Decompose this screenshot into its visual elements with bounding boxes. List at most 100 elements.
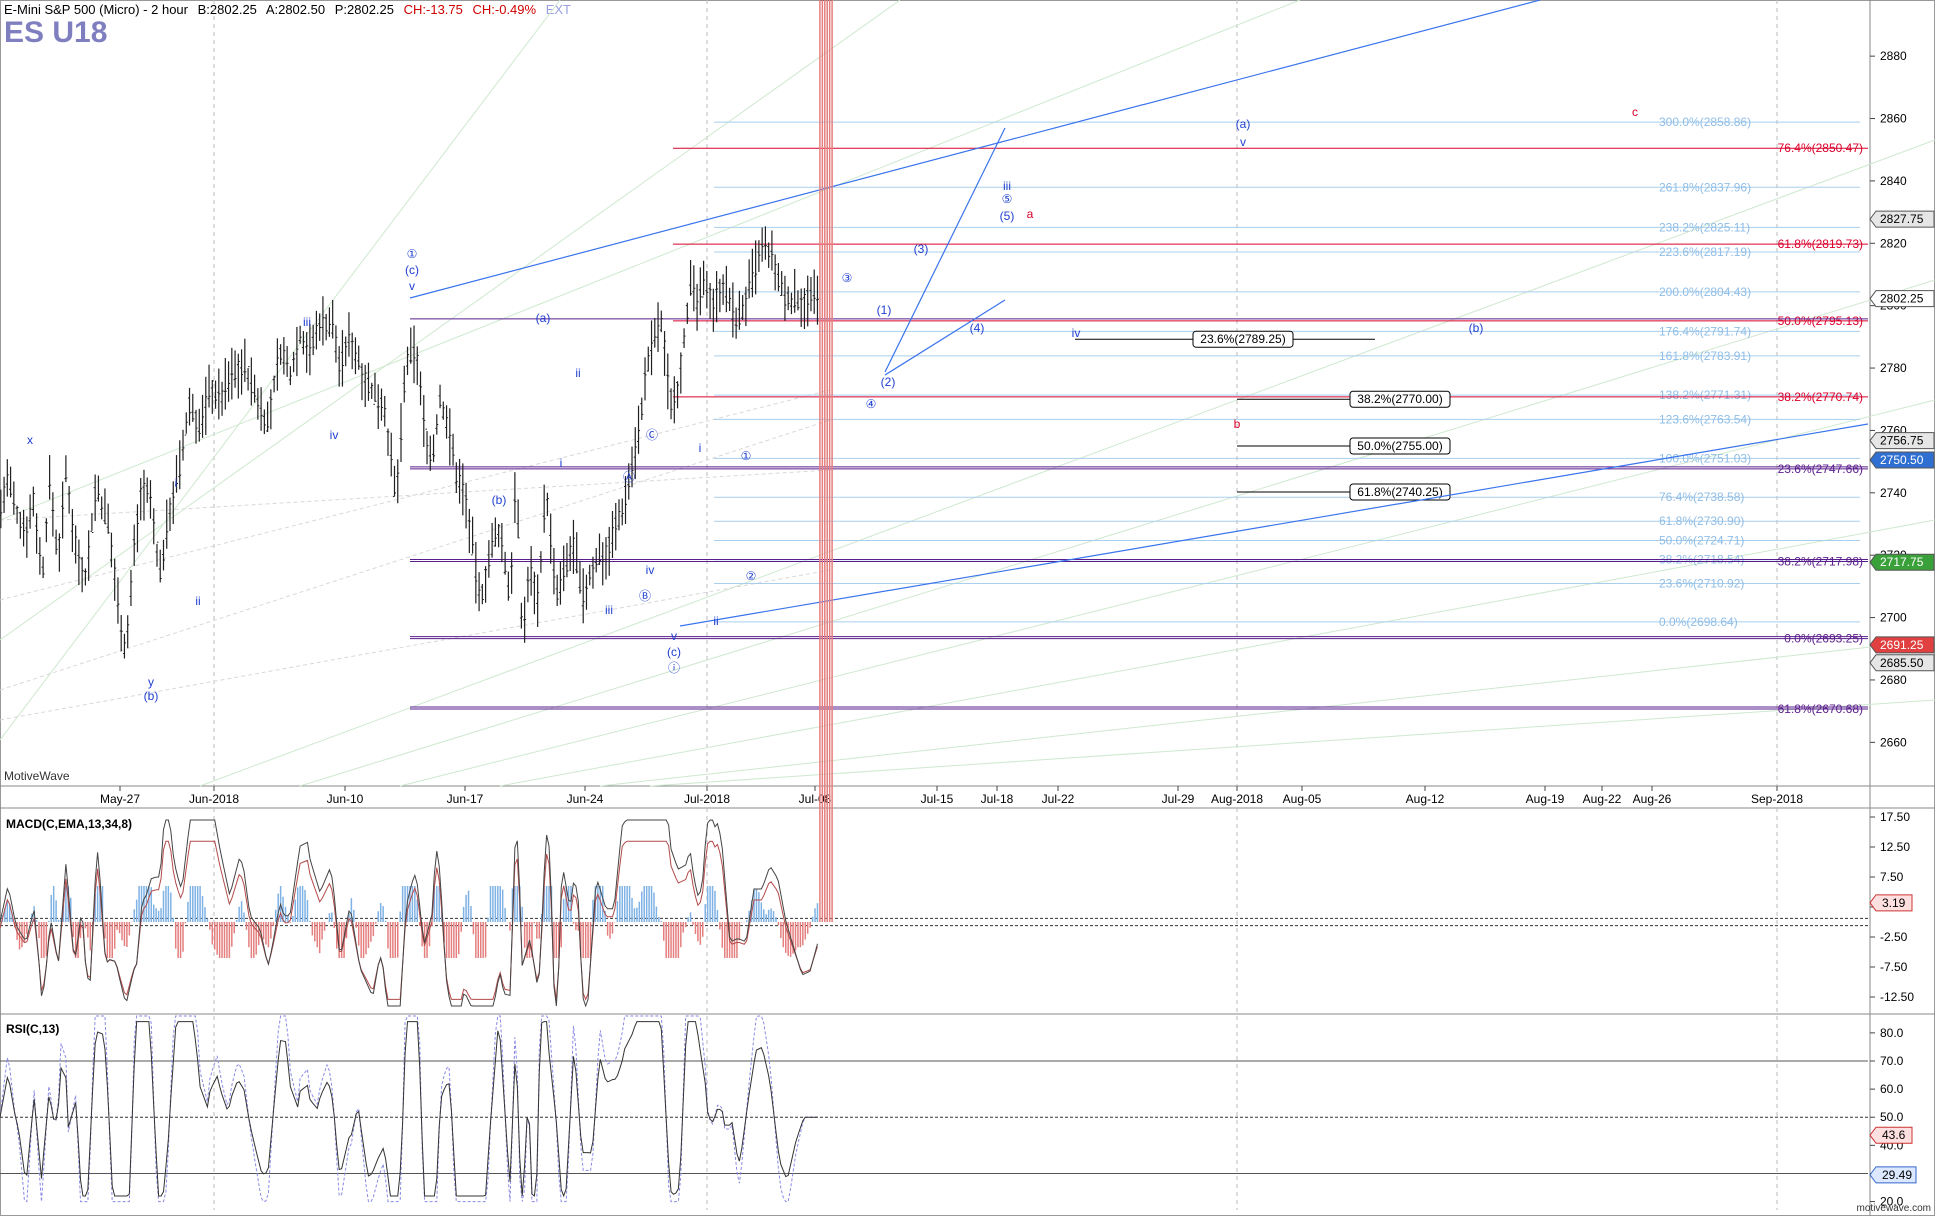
wave-label: ii xyxy=(713,614,718,628)
price-tag-label: 2717.75 xyxy=(1880,555,1924,569)
wave-label: ① xyxy=(407,247,418,261)
x-tick-label: Jul-29 xyxy=(1162,792,1195,806)
rsi-panel[interactable]: 80.070.060.050.040.030.020.043.629.49 xyxy=(0,1015,1917,1210)
wave-label: Ⓑ xyxy=(639,589,651,603)
x-tick-label: Aug-19 xyxy=(1526,792,1565,806)
y-tick-label: 2780 xyxy=(1880,361,1907,375)
retracement-label: 38.2%(2770.74) xyxy=(1778,390,1863,404)
fib-extension-label: 50.0%(2724.71) xyxy=(1659,533,1744,547)
macd-value-label: 3.19 xyxy=(1882,896,1906,910)
fib-extension-label: 176.4%(2791.74) xyxy=(1659,324,1751,338)
wave-label: ③ xyxy=(842,271,853,285)
retracement-label: 0.0%(2693.25) xyxy=(1784,632,1863,646)
wave-label: i xyxy=(175,476,178,490)
macd-y-label: 17.50 xyxy=(1880,810,1910,824)
retracement-label: 23.6%(2747.66) xyxy=(1778,462,1863,476)
chart-header: E-Mini S&P 500 (Micro) - 2 hour B:2802.2… xyxy=(4,2,577,17)
wave-label: x xyxy=(27,433,33,447)
wave-label: v xyxy=(1240,135,1246,149)
macd-title: MACD(C,EMA,13,34,8) xyxy=(6,817,133,831)
wave-label: b xyxy=(1234,417,1241,431)
target-box xyxy=(1349,483,1451,501)
wave-label: iii xyxy=(1003,179,1011,193)
target-box xyxy=(1349,437,1451,455)
macd-y-label: 12.50 xyxy=(1880,840,1910,854)
x-tick-label: Sep-2018 xyxy=(1751,792,1803,806)
macd-y-label: 7.50 xyxy=(1880,870,1904,884)
rsi-y-label: 60.0 xyxy=(1880,1082,1904,1096)
fib-extension-label: 200.0%(2804.43) xyxy=(1659,285,1751,299)
retracement-label: 50.0%(2795.13) xyxy=(1778,314,1863,328)
fib-extension-label: 61.8%(2730.90) xyxy=(1659,514,1744,528)
fan-line xyxy=(0,0,561,741)
macd-signal-line xyxy=(0,840,818,1001)
wave-label: ii xyxy=(575,366,580,380)
lower-trendline xyxy=(679,423,1869,627)
wave-label: ② xyxy=(746,569,757,583)
moving-average-line xyxy=(0,469,831,521)
price-tag xyxy=(1869,451,1935,469)
rsi-value-label-2: 29.49 xyxy=(1882,1168,1912,1182)
rsi-y-label: 20.0 xyxy=(1880,1195,1904,1209)
upper-trendline xyxy=(409,0,1541,299)
wave-label: Ⓐ xyxy=(623,470,635,484)
x-tick-label: Jun-24 xyxy=(567,792,604,806)
macd-line xyxy=(0,819,818,1008)
wave-label: ii xyxy=(195,594,200,608)
x-tick-label: Jul-2018 xyxy=(684,792,730,806)
rsi-y-label: 50.0 xyxy=(1880,1110,1904,1124)
x-tick-label: Aug-05 xyxy=(1283,792,1322,806)
wave-label: (5) xyxy=(1000,209,1015,223)
ext-toggle[interactable]: EXT xyxy=(545,2,571,17)
ask-readout: A:2802.50 xyxy=(265,2,326,17)
wave-label: (1) xyxy=(877,303,892,317)
rsi-signal-line xyxy=(0,1015,818,1203)
wave-label: c xyxy=(1632,105,1638,119)
x-tick-label: Aug-12 xyxy=(1406,792,1445,806)
wave-label: (3) xyxy=(914,242,929,256)
x-tick-label: Aug-26 xyxy=(1633,792,1672,806)
wave-label: (b) xyxy=(1469,321,1484,335)
wave-label: ① xyxy=(741,449,752,463)
price-tag xyxy=(1869,290,1935,308)
wave-label: (a) xyxy=(536,311,551,325)
y-tick-label: 2740 xyxy=(1880,486,1907,500)
rsi-title: RSI(C,13) xyxy=(6,1022,60,1036)
y-tick-label: 2840 xyxy=(1880,174,1907,188)
fib-extension-label: 261.8%(2837.96) xyxy=(1659,180,1751,194)
fib-extension-label: 123.6%(2763.54) xyxy=(1659,412,1751,426)
macd-value-tag xyxy=(1869,894,1913,912)
rsi-value-tag xyxy=(1869,1126,1913,1144)
target-label: 38.2%(2770.00) xyxy=(1357,392,1442,406)
fib-extension-label: 238.2%(2825.11) xyxy=(1659,220,1750,234)
macd-y-label: -7.50 xyxy=(1880,960,1908,974)
macd-y-label: -2.50 xyxy=(1880,930,1908,944)
wave-label: (b) xyxy=(144,689,159,703)
instrument-title: E-Mini S&P 500 (Micro) - 2 hour xyxy=(4,2,188,17)
x-tick-label: Jul-18 xyxy=(981,792,1014,806)
price-tag xyxy=(1869,432,1935,450)
fan-line xyxy=(199,139,1935,787)
target-label: 50.0%(2755.00) xyxy=(1357,439,1442,453)
x-tick-label: Jun-2018 xyxy=(189,792,239,806)
fan-line xyxy=(0,0,1301,521)
wave-label: v xyxy=(409,279,415,293)
price-tag-label: 2802.25 xyxy=(1880,292,1924,306)
wave-label: (c) xyxy=(667,645,681,659)
rsi-y-label: 70.0 xyxy=(1880,1054,1904,1068)
x-tick-label: Jul-08 xyxy=(799,792,832,806)
fib-extension-label: 300.0%(2858.86) xyxy=(1659,115,1751,129)
y-tick-label: 2660 xyxy=(1880,735,1907,749)
wave-label: iv xyxy=(1072,326,1081,340)
y-tick-label: 2860 xyxy=(1880,112,1907,126)
y-tick-label: 2820 xyxy=(1880,236,1907,250)
price-readout: P:2802.25 xyxy=(334,2,394,17)
price-tag-label: 2691.25 xyxy=(1880,638,1924,652)
fib-extension-label: 23.6%(2710.92) xyxy=(1659,577,1744,591)
retracement-label: 76.4%(2850.47) xyxy=(1778,141,1863,155)
x-tick-label: Jul-22 xyxy=(1042,792,1075,806)
